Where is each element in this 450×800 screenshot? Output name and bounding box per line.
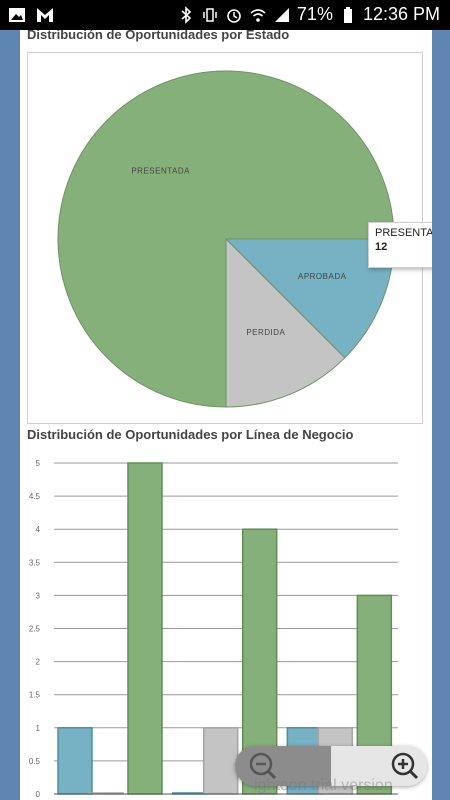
y-tick-label: 2.5 (29, 625, 41, 634)
pie-tooltip: PRESENTADA 12 (368, 222, 432, 268)
tooltip-value: 12 (375, 241, 388, 253)
bar[interactable] (127, 462, 163, 795)
pie-chart[interactable]: APROBADA PERDIDA PRESENTADA (28, 53, 422, 423)
pie-label-perdida: PERDIDA (246, 328, 285, 337)
y-tick-label: 4.5 (29, 492, 41, 501)
pie-label-presentada: PRESENTADA (131, 167, 190, 176)
signal-icon (274, 7, 289, 22)
y-tick-label: 0.5 (29, 757, 41, 766)
battery-percent: 71% (296, 4, 333, 24)
wifi-icon (250, 8, 266, 22)
status-bar: 71% 12:36 PM (0, 0, 450, 30)
bar-chart-title: Distribución de Oportunidades por Línea … (27, 427, 354, 442)
zoom-in-icon (391, 752, 419, 780)
bar[interactable] (57, 727, 93, 795)
battery-icon (343, 6, 352, 23)
bar[interactable] (202, 727, 239, 795)
y-tick-label: 0 (36, 790, 41, 799)
pie-label-aprobada: APROBADA (298, 272, 347, 281)
zoom-in-button[interactable] (331, 746, 427, 786)
vibrate-icon (203, 7, 217, 22)
tooltip-label: PRESENTADA (375, 227, 432, 239)
y-tick-label: 3.5 (29, 558, 41, 567)
y-tick-label: 1 (36, 724, 41, 733)
zoom-out-button[interactable] (235, 746, 331, 786)
bluetooth-icon (181, 5, 192, 24)
dashboard-content[interactable]: Distribución de Oportunidades por Estado… (20, 30, 432, 800)
pie-slice-presentada[interactable] (57, 70, 395, 408)
zoom-control (235, 746, 427, 786)
m-icon (37, 8, 53, 22)
y-tick-label: 2 (36, 658, 41, 667)
trial-watermark: ighteon trial version (254, 777, 393, 794)
alarm-icon (227, 8, 241, 23)
y-tick-label: 5 (36, 459, 41, 468)
y-tick-label: 1.5 (29, 691, 41, 700)
pie-chart-title: Distribución de Oportunidades por Estado (27, 30, 290, 42)
clock: 12:36 PM (362, 4, 440, 24)
image-icon (9, 8, 25, 22)
zoom-out-icon (249, 752, 277, 780)
y-tick-label: 4 (36, 525, 41, 534)
pie-chart-panel: APROBADA PERDIDA PRESENTADA (27, 52, 423, 424)
pie-slice-perdida[interactable] (225, 237, 346, 408)
y-tick-label: 3 (36, 591, 41, 600)
